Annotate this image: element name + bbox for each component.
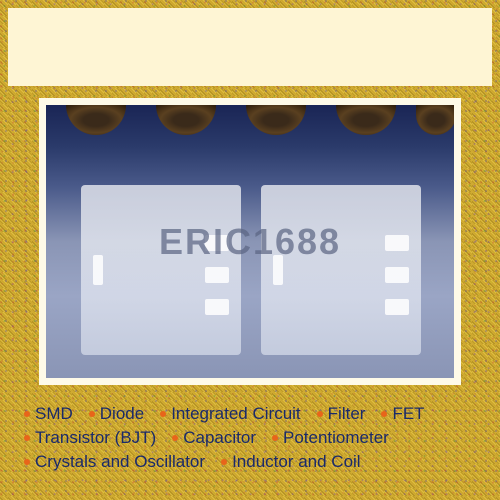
tag-smd[interactable]: SMD: [24, 404, 73, 424]
chip-graphic: [81, 185, 241, 355]
tag-label: Crystals and Oscillator: [35, 452, 205, 472]
capacitor-decoration: [246, 105, 306, 135]
bullet-icon: [221, 459, 227, 465]
product-image-frame: ERIC1688: [39, 98, 461, 385]
tag-label: SMD: [35, 404, 73, 424]
bullet-icon: [317, 411, 323, 417]
tag-label: FET: [392, 404, 424, 424]
capacitor-decoration: [336, 105, 396, 135]
tag-label: Transistor (BJT): [35, 428, 156, 448]
header-bar: [8, 8, 492, 86]
tag-label: Potentiometer: [283, 428, 389, 448]
tag-label: Diode: [100, 404, 144, 424]
tag-diode[interactable]: Diode: [89, 404, 144, 424]
tag-filter[interactable]: Filter: [317, 404, 366, 424]
tag-integrated-circuit[interactable]: Integrated Circuit: [160, 404, 300, 424]
tag-label: Integrated Circuit: [171, 404, 300, 424]
bullet-icon: [89, 411, 95, 417]
product-image: ERIC1688: [46, 105, 454, 378]
bullet-icon: [272, 435, 278, 441]
chip-graphic: [261, 185, 421, 355]
bullet-icon: [24, 435, 30, 441]
tag-label: Filter: [328, 404, 366, 424]
tag-potentiometer[interactable]: Potentiometer: [272, 428, 389, 448]
tag-crystals-oscillator[interactable]: Crystals and Oscillator: [24, 452, 205, 472]
bullet-icon: [381, 411, 387, 417]
tag-transistor[interactable]: Transistor (BJT): [24, 428, 156, 448]
tag-label: Inductor and Coil: [232, 452, 361, 472]
watermark-text: ERIC1688: [159, 221, 341, 263]
capacitor-decoration: [416, 105, 454, 135]
category-tags: SMD Diode Integrated Circuit Filter FET …: [10, 399, 490, 494]
tag-fet[interactable]: FET: [381, 404, 424, 424]
capacitor-decoration: [156, 105, 216, 135]
bullet-icon: [24, 411, 30, 417]
capacitor-decoration: [66, 105, 126, 135]
tag-label: Capacitor: [183, 428, 256, 448]
tag-capacitor[interactable]: Capacitor: [172, 428, 256, 448]
bullet-icon: [172, 435, 178, 441]
bullet-icon: [24, 459, 30, 465]
bullet-icon: [160, 411, 166, 417]
tag-inductor-coil[interactable]: Inductor and Coil: [221, 452, 361, 472]
